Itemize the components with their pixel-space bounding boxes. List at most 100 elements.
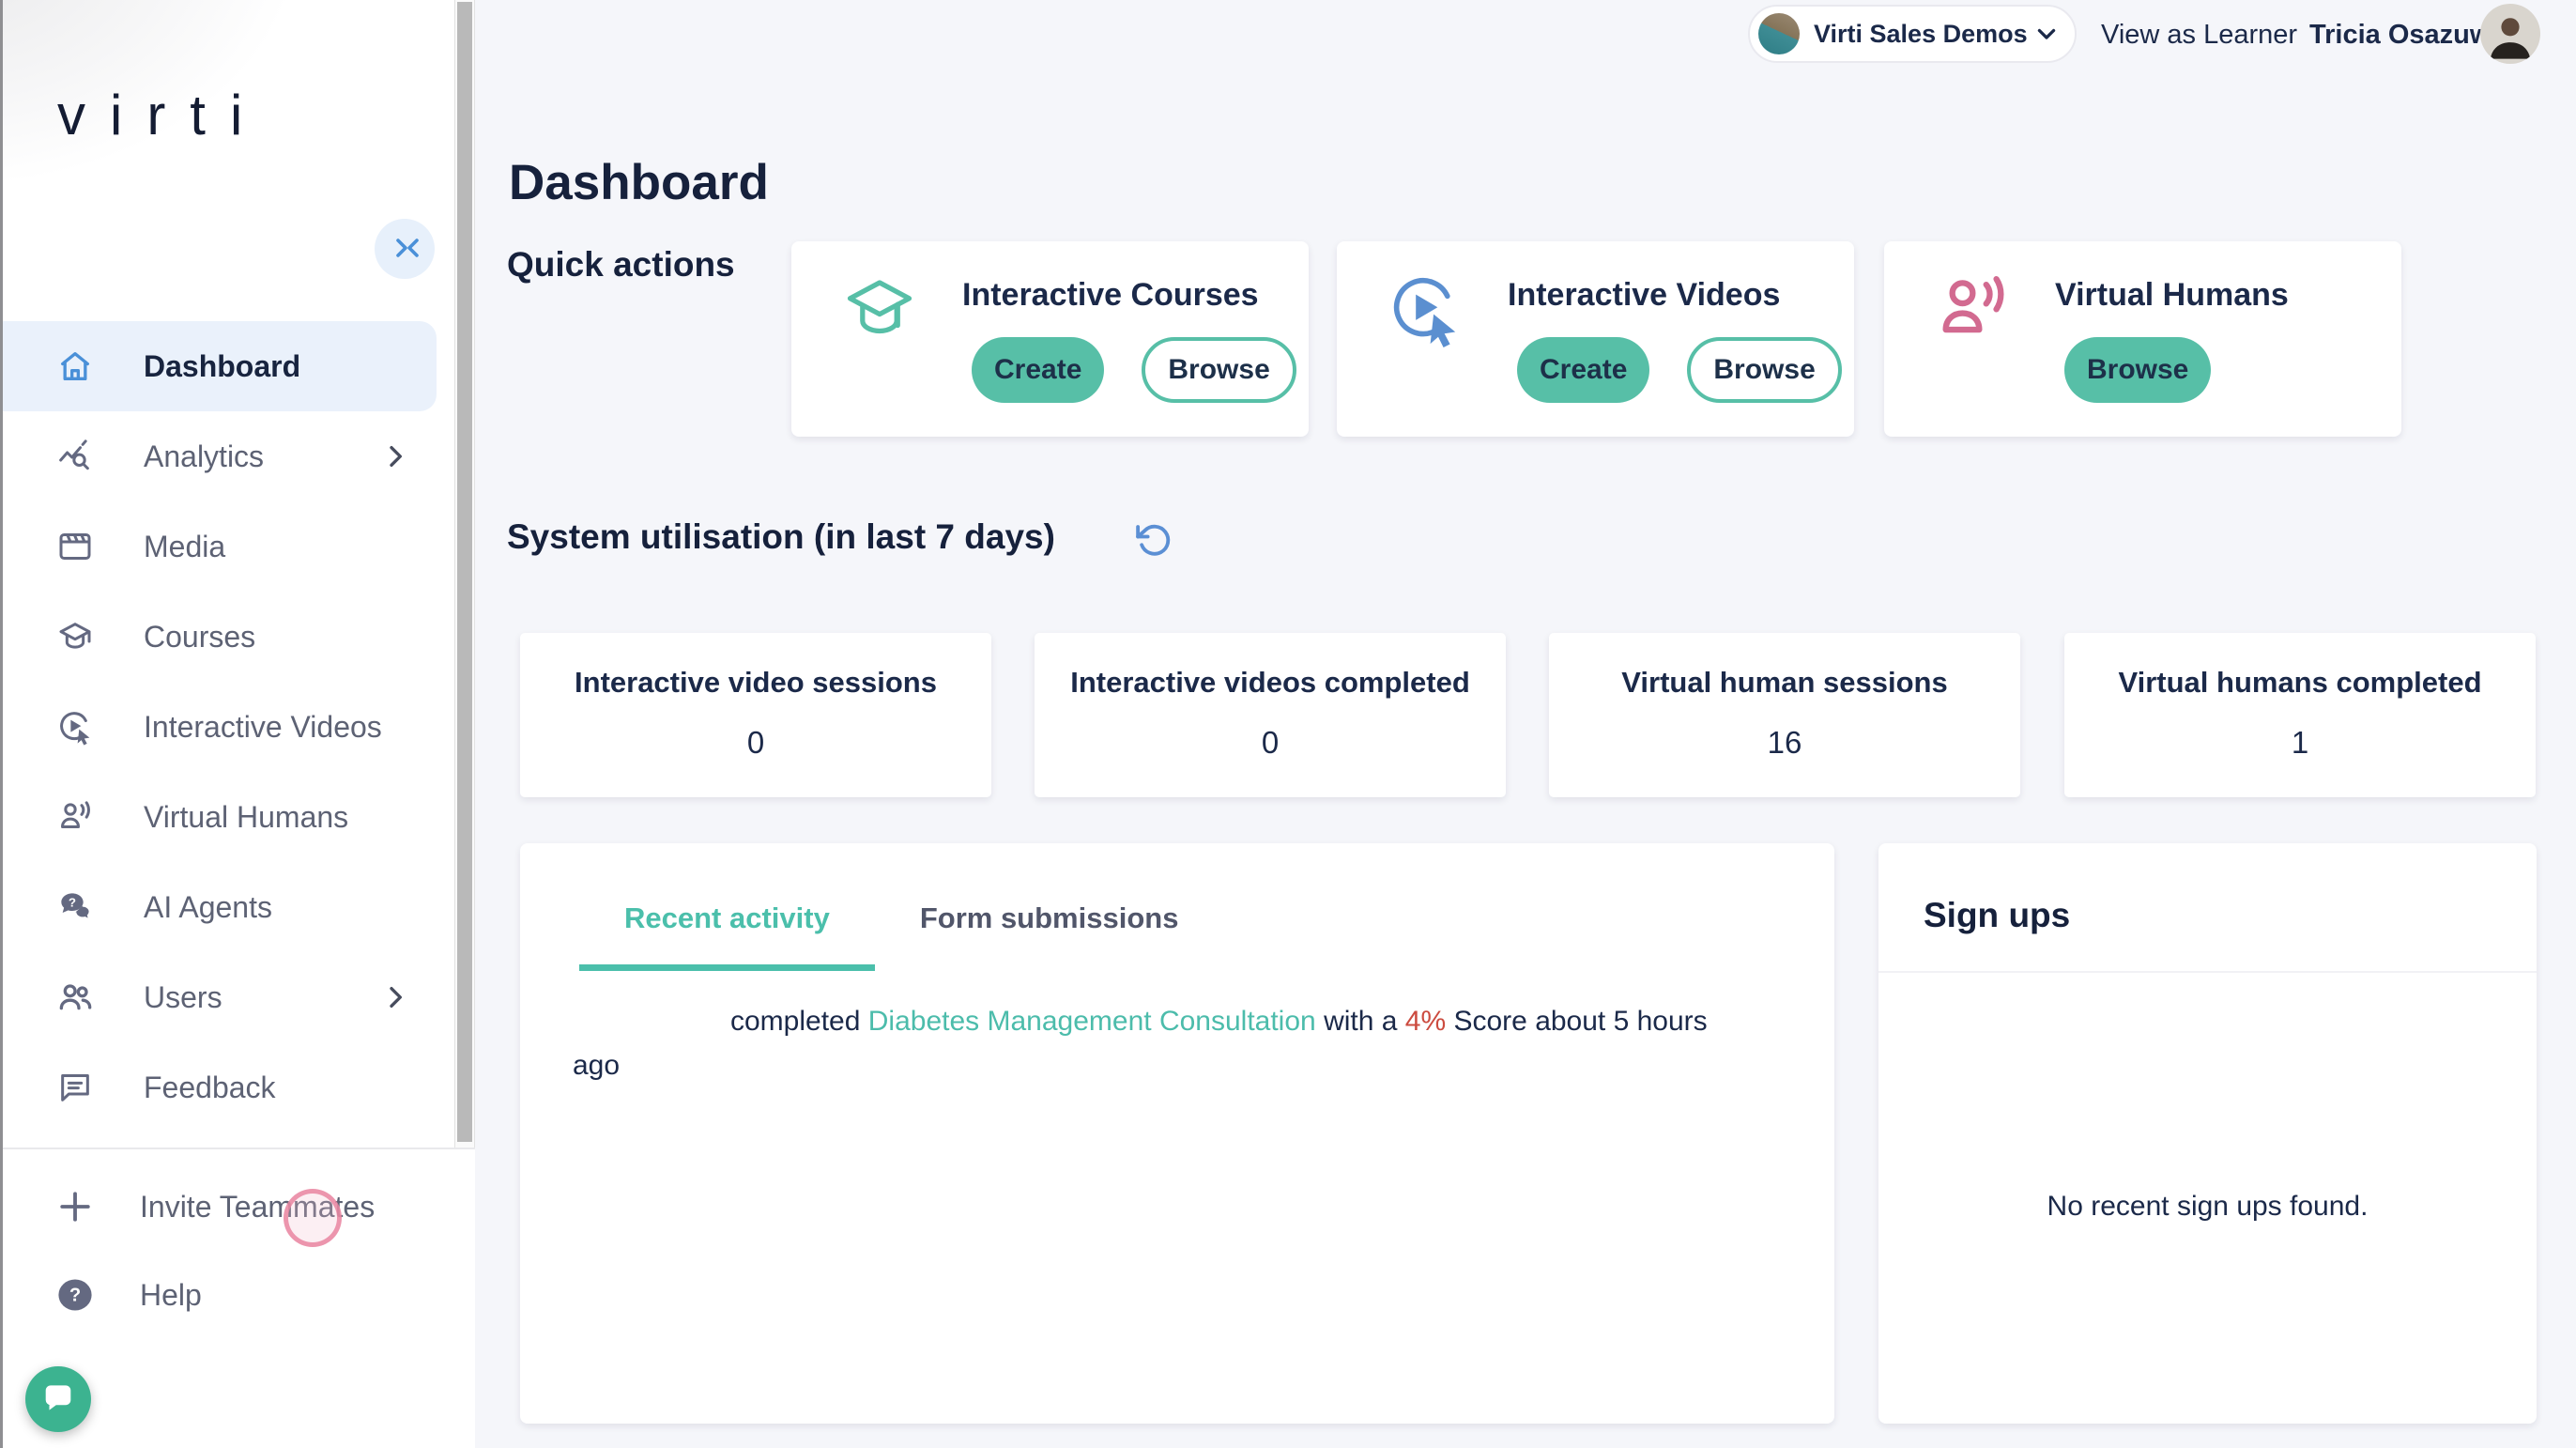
stat-value: 1	[2291, 725, 2309, 760]
sidebar-item-analytics[interactable]: Analytics	[3, 411, 437, 501]
sidebar-item-media[interactable]: Media	[3, 501, 437, 592]
stat-card-interactive-videos-completed: Interactive videos completed 0	[1035, 633, 1506, 797]
chat-launcher-button[interactable]	[25, 1366, 91, 1432]
sidebar: virti Dashboard	[3, 0, 475, 1448]
sidebar-item-interactive-videos[interactable]: Interactive Videos	[3, 682, 437, 772]
org-name: Virti Sales Demos	[1814, 19, 2028, 48]
svg-text:?: ?	[69, 1286, 81, 1306]
sidebar-item-label: Users	[144, 979, 222, 1014]
stat-label: Virtual humans completed	[2118, 666, 2482, 699]
graduation-cap-icon	[840, 270, 919, 348]
sidebar-item-virtual-humans[interactable]: Virtual Humans	[3, 772, 437, 862]
svg-text:?: ?	[69, 895, 76, 909]
chat-bubbles-question-icon: ?	[56, 888, 94, 926]
stat-card-interactive-video-sessions: Interactive video sessions 0	[520, 633, 991, 797]
browse-interactive-courses-button[interactable]: Browse	[1142, 337, 1296, 403]
browse-interactive-videos-button[interactable]: Browse	[1687, 337, 1842, 403]
stat-label: Interactive videos completed	[1070, 666, 1470, 699]
tab-form-submissions[interactable]: Form submissions	[919, 901, 1179, 934]
sidebar-scrollbar-thumb[interactable]	[457, 2, 472, 1142]
activity-connector: with a	[1324, 1006, 1398, 1037]
quick-action-title: Interactive Videos	[1508, 277, 1781, 313]
question-circle-icon: ?	[54, 1274, 96, 1316]
create-interactive-course-button[interactable]: Create	[972, 337, 1105, 403]
activity-entry: completed Diabetes Management Consultati…	[573, 999, 1787, 1087]
collapse-chevrons-icon	[386, 229, 423, 270]
view-as-learner-link[interactable]: View as Learner	[2101, 20, 2298, 50]
stat-card-virtual-humans-completed: Virtual humans completed 1	[2064, 633, 2536, 797]
sidebar-collapse-button[interactable]	[375, 219, 435, 279]
quick-action-title: Interactive Courses	[962, 277, 1259, 313]
sidebar-item-dashboard[interactable]: Dashboard	[3, 321, 437, 411]
user-name: Tricia Osazuwa	[2309, 20, 2507, 50]
sidebar-item-courses[interactable]: Courses	[3, 592, 437, 682]
sign-ups-title: Sign ups	[1924, 896, 2071, 934]
activity-score: 4%	[1404, 1006, 1447, 1037]
sidebar-item-label: Help	[140, 1277, 202, 1312]
quick-action-title: Virtual Humans	[2055, 277, 2289, 313]
clapperboard-icon	[56, 528, 94, 565]
activity-tail2: ago	[573, 1050, 621, 1081]
sidebar-item-label: Feedback	[144, 1070, 276, 1104]
activity-action: completed	[730, 1006, 861, 1037]
person-speaking-icon	[1933, 270, 2012, 348]
chat-bubble-icon	[40, 1379, 76, 1420]
invite-teammates-button[interactable]: Invite Teammates	[3, 1163, 475, 1251]
sidebar-item-label: Analytics	[144, 439, 265, 473]
help-button[interactable]: ? Help	[3, 1251, 475, 1339]
sign-ups-card: Sign ups No recent sign ups found.	[1878, 843, 2537, 1424]
browse-virtual-humans-button[interactable]: Browse	[2064, 337, 2212, 403]
sidebar-item-ai-agents[interactable]: ? AI Agents	[3, 862, 437, 952]
sidebar-item-label: AI Agents	[144, 889, 272, 924]
stat-value: 0	[746, 725, 765, 760]
play-circle-cursor-icon	[56, 708, 94, 746]
activity-tabs: Recent activity Form submissions	[579, 897, 1223, 971]
page-title: Dashboard	[509, 154, 769, 210]
sidebar-scrollbar[interactable]	[454, 0, 475, 1148]
play-circle-cursor-icon	[1386, 270, 1464, 348]
quick-actions-heading: Quick actions	[507, 245, 735, 284]
quick-action-card-virtual-humans: Virtual Humans Browse	[1884, 241, 2401, 437]
quick-action-card-interactive-videos: Interactive Videos Create Browse	[1337, 241, 1854, 437]
activity-tail: Score about 5 hours	[1453, 1006, 1708, 1037]
sidebar-item-label: Invite Teammates	[140, 1189, 376, 1224]
chevron-down-icon	[2033, 21, 2060, 47]
org-switcher-dropdown[interactable]: Virti Sales Demos	[1748, 5, 2077, 63]
stat-label: Virtual human sessions	[1621, 666, 1948, 699]
chevron-right-icon	[380, 982, 410, 1012]
analytics-icon	[56, 438, 94, 475]
graduation-cap-icon	[56, 618, 94, 655]
sidebar-item-label: Interactive Videos	[144, 709, 382, 744]
activity-target-link[interactable]: Diabetes Management Consultation	[867, 1006, 1316, 1037]
quick-action-card-interactive-courses: Interactive Courses Create Browse	[791, 241, 1309, 437]
sidebar-item-label: Dashboard	[144, 348, 301, 383]
refresh-icon[interactable]	[1132, 520, 1172, 560]
sidebar-item-label: Courses	[144, 619, 256, 654]
home-icon	[56, 347, 94, 385]
sidebar-item-users[interactable]: Users	[3, 952, 437, 1042]
create-interactive-video-button[interactable]: Create	[1517, 337, 1650, 403]
org-logo	[1758, 13, 1800, 54]
sidebar-item-feedback[interactable]: Feedback	[3, 1042, 437, 1132]
user-avatar[interactable]	[2480, 4, 2540, 64]
feedback-bubble-icon	[56, 1069, 94, 1106]
stat-label: Interactive video sessions	[575, 666, 937, 699]
sidebar-item-label: Media	[144, 529, 226, 563]
sign-ups-empty-message: No recent sign ups found.	[2047, 1191, 2369, 1222]
sidebar-item-label: Virtual Humans	[144, 799, 349, 834]
stat-value: 0	[1261, 725, 1280, 760]
stat-card-virtual-human-sessions: Virtual human sessions 16	[1549, 633, 2020, 797]
virti-logo: virti	[57, 84, 268, 146]
stat-value: 16	[1767, 725, 1802, 760]
sidebar-menu: Dashboard Analytics	[3, 321, 437, 1132]
tab-recent-activity[interactable]: Recent activity	[579, 897, 875, 971]
person-speaking-icon	[56, 798, 94, 836]
recent-activity-card: Recent activity Form submissions complet…	[520, 843, 1834, 1424]
sign-ups-header: Sign ups	[1878, 843, 2537, 973]
main-content: Virti Sales Demos View as Learner Tricia…	[475, 0, 2576, 1448]
plus-icon	[54, 1186, 96, 1227]
system-utilisation-heading: System utilisation (in last 7 days)	[507, 517, 1055, 556]
chevron-right-icon	[380, 441, 410, 471]
users-icon	[56, 978, 94, 1016]
